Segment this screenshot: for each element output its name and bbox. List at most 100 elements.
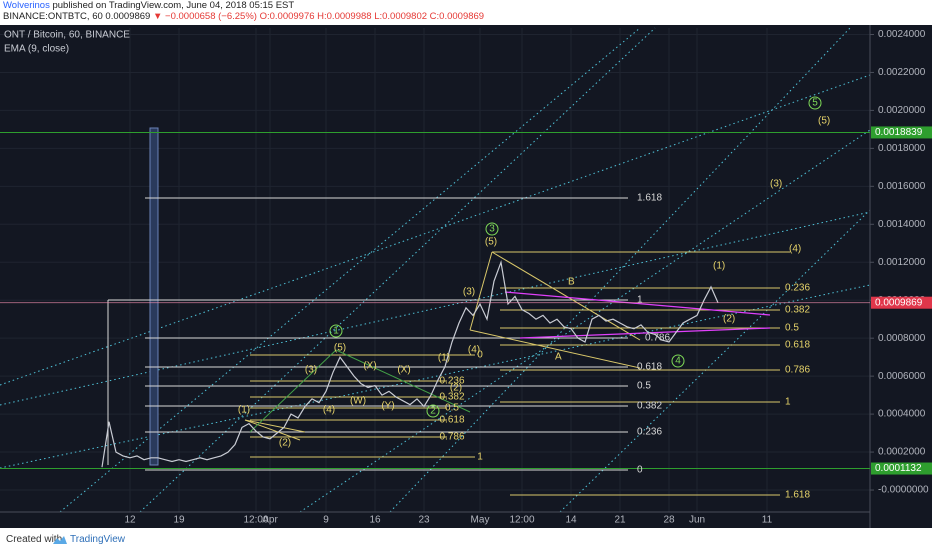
x-tick-label: 9: [323, 515, 329, 526]
x-tick-label: 28: [663, 515, 675, 526]
annotation: (5): [334, 343, 346, 354]
published: published on TradingView.com, June 04, 2…: [52, 0, 295, 11]
x-tick-label: Jun: [689, 515, 705, 526]
annotation: 4: [675, 356, 681, 367]
annotation: 0.5: [445, 403, 459, 414]
annotation: (5): [818, 116, 830, 127]
legend-series: ONT / Bitcoin, 60, BINANCE: [4, 30, 130, 41]
annotation: (W): [350, 396, 366, 407]
annotation: 0: [477, 350, 483, 361]
y-tick-label: -0.0000000: [878, 485, 929, 496]
ohlc: O:0.0009976 H:0.0009988 L:0.0009802 C:0.…: [259, 11, 485, 22]
x-tick-label: Apr: [262, 515, 278, 526]
y-tick-label: 0.0014000: [878, 219, 926, 230]
wave-circle: [426, 404, 440, 418]
annotation: (3): [463, 287, 475, 298]
data-layer: 0.0024000 0.0022000 0.0020000 0.0018000 0.00…: [0, 29, 932, 526]
annotation: 1: [785, 397, 791, 408]
x-tick-label: May: [471, 515, 490, 526]
wave-circle: [329, 324, 343, 338]
trendline: [0, 211, 871, 406]
symbol: BINANCE:ONTBTC, 60: [3, 11, 103, 22]
wave-circle: [485, 222, 499, 236]
annotation: 2: [430, 406, 436, 417]
change: ▼ −0.0000658 (−6.25%): [152, 11, 257, 22]
annotation: (3): [770, 179, 782, 190]
price-line-label: 0.0001132: [875, 463, 922, 474]
fib-white: [107, 197, 628, 471]
annotation: 1.618: [785, 490, 810, 501]
y-tick-label: 0.0012000: [878, 257, 926, 268]
annotation: 5: [812, 98, 818, 109]
price-line-tag: [871, 126, 932, 139]
annotation: 0.786: [645, 333, 670, 344]
annotation: 0.382: [439, 392, 464, 403]
brand[interactable]: TradingView: [70, 534, 126, 545]
fib-yellow: [244, 251, 790, 496]
quote-line: BINANCE:ONTBTC, 60 0.0009869 ▼ −0.000065…: [3, 11, 932, 22]
trendline: [139, 27, 656, 513]
trendline: [559, 209, 871, 513]
x-tick-label: 12:00: [509, 515, 534, 526]
trendline: [389, 27, 851, 513]
price-line-series: [101, 259, 719, 468]
x-tick-label: 11: [762, 515, 773, 526]
annotation: (1): [713, 261, 725, 272]
plot: [0, 27, 871, 513]
annotation: 3: [489, 224, 495, 235]
annotation: 0.618: [785, 340, 810, 351]
annotation: B: [568, 277, 575, 288]
x-tick-label: 14: [565, 515, 577, 526]
trendline: [0, 74, 871, 386]
y-tick-label: 0.0008000: [878, 333, 926, 344]
y-tick-label: 0.0024000: [878, 29, 926, 40]
annotation: (1): [438, 353, 450, 364]
chart: 0.0024000 0.0022000 0.0020000 0.0018000 0.00…: [0, 25, 932, 528]
green-lines: [249, 349, 471, 433]
author[interactable]: Wolverinos: [3, 0, 50, 11]
price: 0.0009869: [105, 11, 151, 22]
annotation: 1: [333, 326, 339, 337]
y-tick-label: 0.0020000: [878, 105, 926, 116]
logo: [53, 536, 67, 544]
annotation: 1: [477, 452, 483, 463]
y-tick-label: 0.0004000: [878, 409, 926, 420]
x-tick-label: 23: [418, 515, 430, 526]
range-box: [149, 127, 159, 466]
annotation: 0.618: [637, 362, 662, 373]
annotation: 0.382: [637, 401, 662, 412]
annotation: (1): [238, 405, 250, 416]
annotation: (3): [305, 365, 317, 376]
y-tick-label: 0.0006000: [878, 371, 926, 382]
annotation: 0.236: [439, 376, 464, 387]
legend-indicator: EMA (9, close): [4, 44, 69, 55]
annotation: 0.382: [785, 305, 810, 316]
annotation: 0.786: [785, 365, 810, 376]
price-line-label: 0.0018839: [875, 127, 923, 138]
price-line-tag: [871, 462, 932, 475]
annotation: (4): [468, 345, 480, 356]
annotation: (5): [485, 237, 497, 248]
annotation: (2): [279, 438, 291, 449]
annotation: 0.5: [637, 381, 651, 392]
x-tick-label: 19: [173, 515, 185, 526]
wave-circle: [671, 354, 685, 368]
y-tick-label: 0.0022000: [878, 67, 926, 78]
annotation: 0.236: [637, 427, 662, 438]
publish-line: Wolverinos published on TradingView.com,…: [3, 0, 932, 11]
x-tick-label: 12: [124, 515, 136, 526]
annotation: (X): [363, 361, 376, 372]
footer: Created with TradingView: [0, 528, 932, 550]
annotation: (Y): [381, 401, 394, 412]
trendlines: [0, 27, 871, 513]
annotation: 1: [637, 295, 643, 306]
y-tick-label: 0.0018000: [878, 143, 926, 154]
x-tick-label: 21: [614, 515, 626, 526]
created-with: Created with: [6, 534, 63, 545]
annotation: (2): [450, 383, 462, 394]
annotation: (X): [397, 365, 410, 376]
annotation: 1.618: [637, 193, 662, 204]
last-price-label: 0.0009869: [875, 297, 923, 308]
x-tick-label: 16: [369, 515, 381, 526]
